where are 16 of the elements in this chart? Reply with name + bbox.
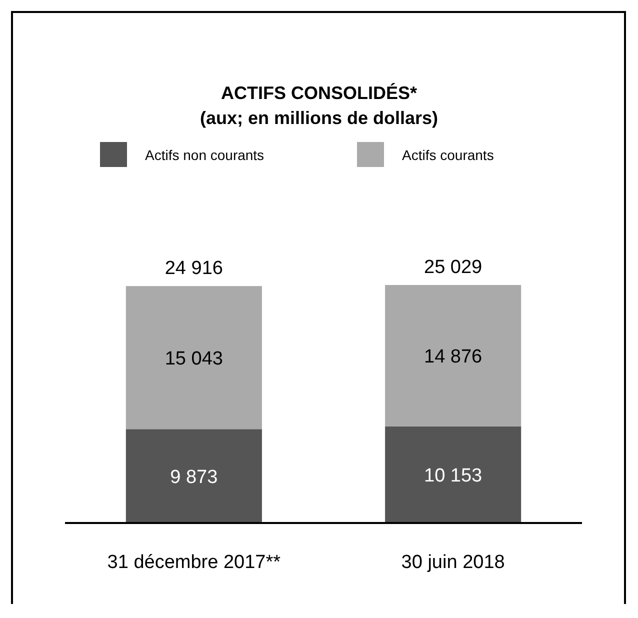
data-label: 9 873 <box>170 467 218 488</box>
bar <box>126 429 262 523</box>
data-label: 15 043 <box>164 348 223 370</box>
data-label: 10 153 <box>424 466 482 487</box>
legend-label: Actifs non courants <box>145 147 264 163</box>
data-label: 14 876 <box>424 346 482 368</box>
x-tick-label: 30 juin 2018 <box>401 552 505 573</box>
total-label: 25 029 <box>424 257 482 278</box>
total-label: 24 916 <box>164 258 223 280</box>
legend-label: Actifs courants <box>402 147 494 163</box>
bar <box>385 285 522 426</box>
bar <box>385 426 522 523</box>
chart-subtitle: (aux; en millions de dollars) <box>200 108 438 128</box>
bar <box>126 286 262 430</box>
chart-title: ACTIFS CONSOLIDÉS* <box>220 83 418 103</box>
x-tick-label: 31 décembre 2017** <box>107 552 282 573</box>
